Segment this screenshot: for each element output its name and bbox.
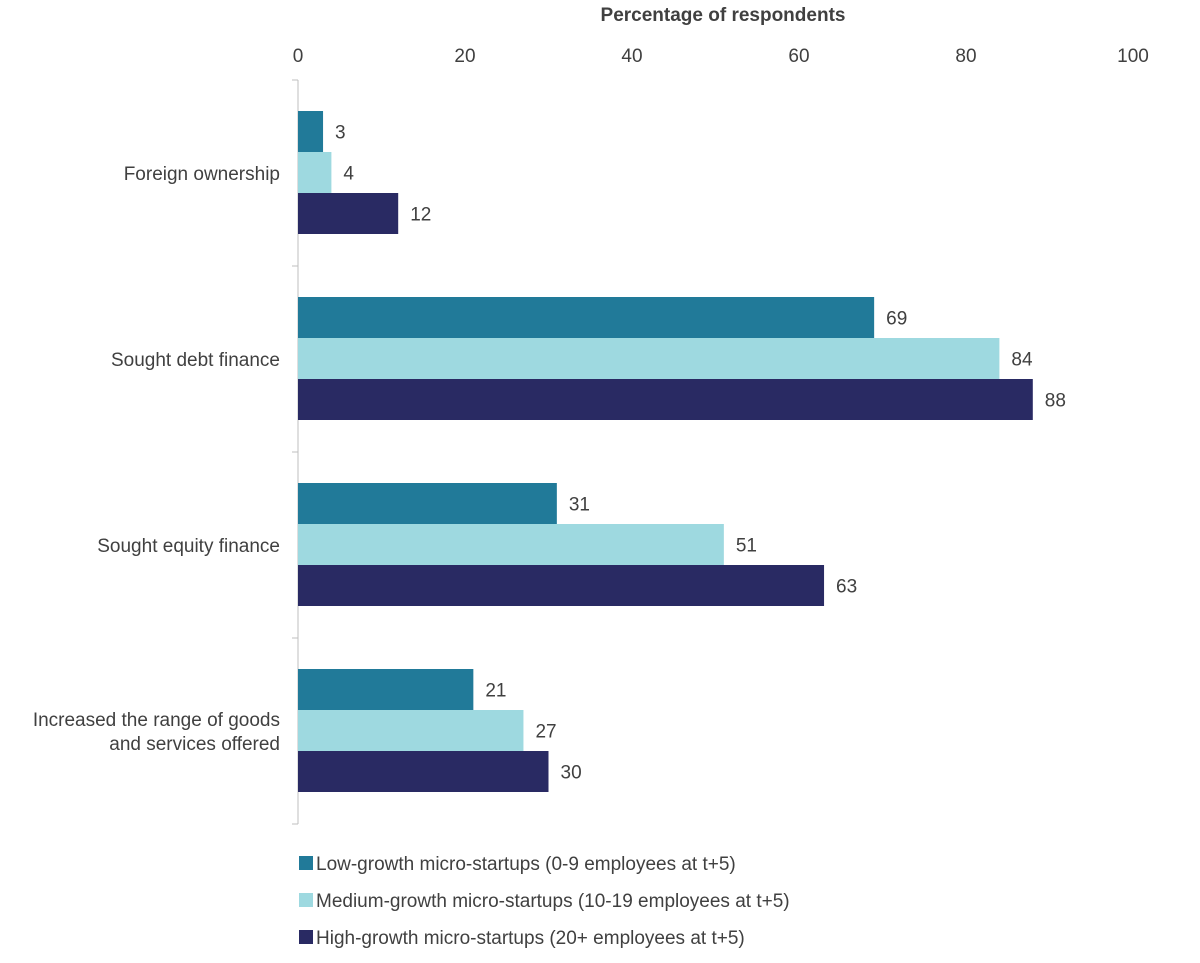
data-label: 88 [1045,391,1066,412]
bar [298,111,324,152]
category-label: Sought equity finance [97,536,280,557]
bar [298,152,332,193]
legend-label: Medium-growth micro-startups (10-19 empl… [316,891,790,912]
x-tick-label: 100 [1117,46,1149,67]
bar [298,338,1000,379]
x-axis-ticks: 0 20 40 60 80 100 [293,46,1149,67]
category-label-line: Foreign ownership [124,164,280,185]
bar [298,565,825,606]
category-label: Sought debt finance [111,350,280,371]
x-tick-label: 60 [788,46,809,67]
bar [298,710,524,751]
legend: Low-growth micro-startups (0-9 employees… [299,854,790,949]
data-label: 31 [569,495,590,516]
bar [298,669,474,710]
bar [298,483,557,524]
x-axis-title: Percentage of respondents [601,5,846,26]
legend-swatch [299,856,313,870]
category-label-line: and services offered [109,734,280,755]
legend-swatch [299,930,313,944]
data-label: 4 [343,164,354,185]
data-label: 69 [886,309,907,330]
y-axis [292,79,299,825]
data-label: 21 [485,681,506,702]
x-tick-label: 40 [621,46,642,67]
category-label: Foreign ownership [124,164,280,185]
bar [298,751,549,792]
x-tick-label: 0 [293,46,304,67]
bar [298,379,1033,420]
value-labels: 3 69 31 21 4 84 51 27 12 88 63 30 [335,123,1066,784]
data-label: 3 [335,123,346,144]
legend-swatch [299,893,313,907]
category-label-line: Increased the range of goods [33,710,280,731]
bar [298,297,875,338]
data-label: 30 [561,763,582,784]
data-label: 63 [836,577,857,598]
bars [298,111,1033,792]
category-label: Increased the range of goods and services… [33,710,280,755]
bar [298,524,724,565]
category-label-line: Sought equity finance [97,536,280,557]
bar [298,193,399,234]
data-label: 27 [535,722,556,743]
category-labels: Foreign ownership Sought debt finance Soug… [33,164,280,755]
legend-label: Low-growth micro-startups (0-9 employees… [316,854,736,875]
data-label: 84 [1011,350,1033,371]
category-label-line: Sought debt finance [111,350,280,371]
x-tick-label: 20 [454,46,475,67]
legend-label: High-growth micro-startups (20+ employee… [316,928,745,949]
x-tick-label: 80 [955,46,976,67]
data-label: 12 [410,205,431,226]
data-label: 51 [736,536,757,557]
